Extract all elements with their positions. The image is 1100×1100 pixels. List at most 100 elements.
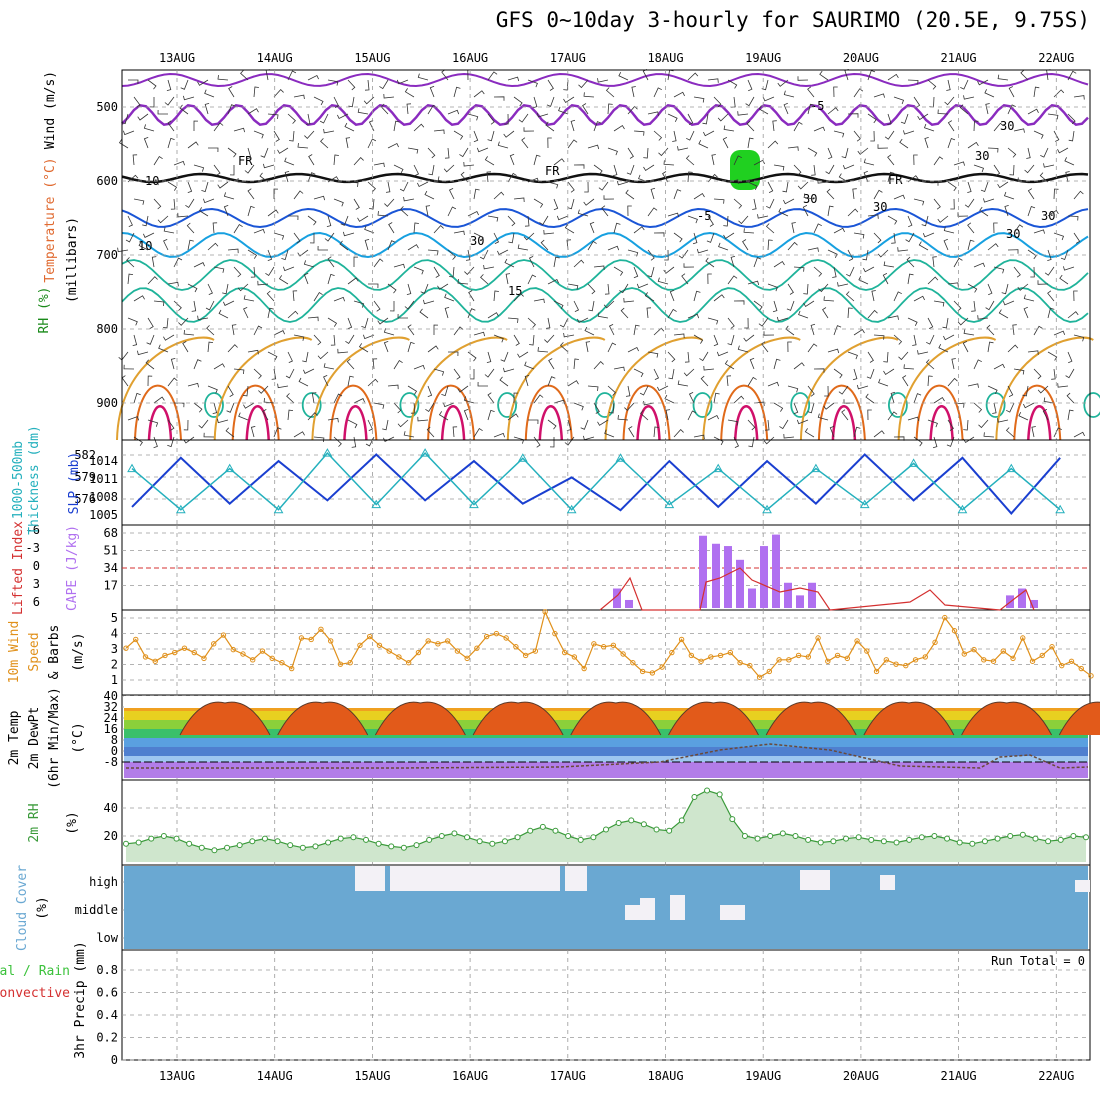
wind-barb <box>833 86 838 98</box>
cape-bar <box>1018 588 1026 608</box>
wind-barb <box>922 232 935 238</box>
wind-speed-point <box>903 662 909 669</box>
date-label-bottom: 14AUG <box>257 1069 293 1083</box>
cloud-gap <box>565 866 587 891</box>
wind-barb <box>153 155 163 166</box>
panel-axis-label: (%) <box>65 811 80 834</box>
wind-barb <box>297 143 309 149</box>
wind-barb <box>913 295 925 302</box>
wind-barb <box>163 334 175 341</box>
wind-speed-point <box>493 630 500 637</box>
date-label-top: 22AUG <box>1038 51 1074 65</box>
wind-barb <box>464 266 475 275</box>
contour-line <box>399 392 420 418</box>
rh2m-point <box>817 839 824 846</box>
panel-axis-label: (millibars) <box>65 217 80 303</box>
wind-barb <box>233 266 242 278</box>
contour-line <box>929 405 954 441</box>
wind-barb <box>663 266 675 274</box>
wind-barb <box>193 359 202 370</box>
wind-barb <box>918 241 929 251</box>
wind-barb <box>887 215 898 225</box>
wind-barb <box>1047 249 1052 261</box>
wind-barb <box>1018 412 1029 421</box>
wind-barb <box>193 120 199 131</box>
wind-barb <box>382 419 389 431</box>
wind-speed-point <box>932 639 938 646</box>
contour-line <box>506 336 606 441</box>
wind-barb <box>1033 368 1042 380</box>
wind-barb <box>193 402 203 413</box>
wind-barb <box>1073 334 1085 342</box>
slp-tick: 582 <box>74 448 96 462</box>
wind-barb <box>1067 70 1077 81</box>
wind-barb <box>762 96 775 102</box>
date-label-top: 14AUG <box>257 51 293 65</box>
wind-barb <box>117 247 129 253</box>
wind-barb <box>773 261 785 268</box>
wind-barb <box>528 256 535 268</box>
wind-barb <box>345 137 351 149</box>
wind-barb <box>953 300 962 312</box>
temp-bump <box>570 701 662 736</box>
slp-line <box>131 453 1061 515</box>
wind-barb <box>404 88 415 98</box>
wind-barb <box>167 137 175 149</box>
cloud-gap <box>670 895 685 920</box>
wind-barb <box>657 385 669 392</box>
wind-barb <box>1057 147 1069 154</box>
temp-bump <box>863 701 955 736</box>
wind-speed-point <box>279 660 285 666</box>
wind-barb <box>857 147 869 155</box>
wind-barb <box>547 181 559 189</box>
wind-barb <box>183 95 195 101</box>
cloud-fill <box>124 866 1088 949</box>
wind-barb <box>233 223 243 234</box>
wind-barb <box>867 214 879 219</box>
wind-barb <box>667 308 677 319</box>
contour-line <box>147 405 173 441</box>
wind-speed-point <box>912 657 919 663</box>
contour-line <box>427 384 476 441</box>
wind-speed-point <box>454 648 461 654</box>
wind-barb <box>238 412 249 421</box>
wind-barb <box>448 351 459 357</box>
wind-barb <box>1064 157 1075 166</box>
thickness-line <box>131 452 1061 511</box>
wind-barb <box>373 300 381 312</box>
wind-barb <box>899 138 909 149</box>
wind-barb <box>973 120 979 132</box>
wind-barb <box>767 181 774 193</box>
wind-barb <box>763 436 775 445</box>
wind-barb <box>507 76 520 82</box>
wind-barb <box>201 181 209 193</box>
wind-barb <box>765 223 775 234</box>
wind-speed-point <box>308 636 314 643</box>
wind-barb <box>1073 232 1081 244</box>
panel-axis-label: (6hr Min/Max) <box>47 687 62 789</box>
wind-barb <box>197 79 209 86</box>
wind-barb <box>977 79 989 86</box>
wind-barb <box>479 249 489 260</box>
wind-barb <box>419 308 429 319</box>
wind-barb <box>207 341 214 353</box>
wind-barb <box>346 358 355 370</box>
wind-barb <box>441 385 449 397</box>
thickness-point <box>957 504 968 514</box>
wind-barb <box>987 243 999 251</box>
rh2m-point <box>906 836 913 843</box>
wind-barb <box>132 154 138 166</box>
wind-barb <box>166 79 172 91</box>
wind-barb <box>984 89 995 98</box>
wind-speed-point <box>172 649 178 656</box>
thickness-point <box>469 499 479 509</box>
wind-barb <box>817 179 829 184</box>
wind-barb <box>467 351 477 362</box>
wind-barb <box>980 181 989 193</box>
wind-barb <box>303 368 315 374</box>
wind-barb <box>798 310 809 319</box>
wind-barb <box>707 78 719 83</box>
wind-barb <box>293 190 304 200</box>
wind-barb <box>753 300 763 311</box>
wind-barb <box>973 164 985 173</box>
